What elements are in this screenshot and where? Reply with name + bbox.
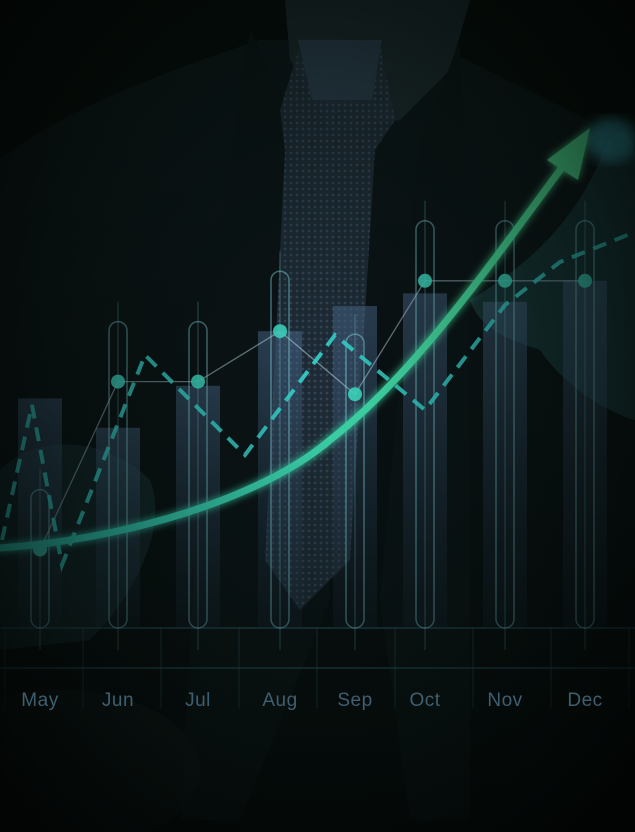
series-marker-point-jun	[111, 374, 125, 389]
series-marker-point-dec	[578, 273, 592, 288]
series-marker-point-jul	[191, 374, 205, 389]
series-marker-point-sep	[348, 387, 362, 402]
series-marker-point-nov	[498, 273, 512, 288]
series-marker-point-oct	[418, 273, 432, 288]
tie-knot	[298, 40, 382, 100]
series-marker-point-aug	[273, 324, 287, 339]
